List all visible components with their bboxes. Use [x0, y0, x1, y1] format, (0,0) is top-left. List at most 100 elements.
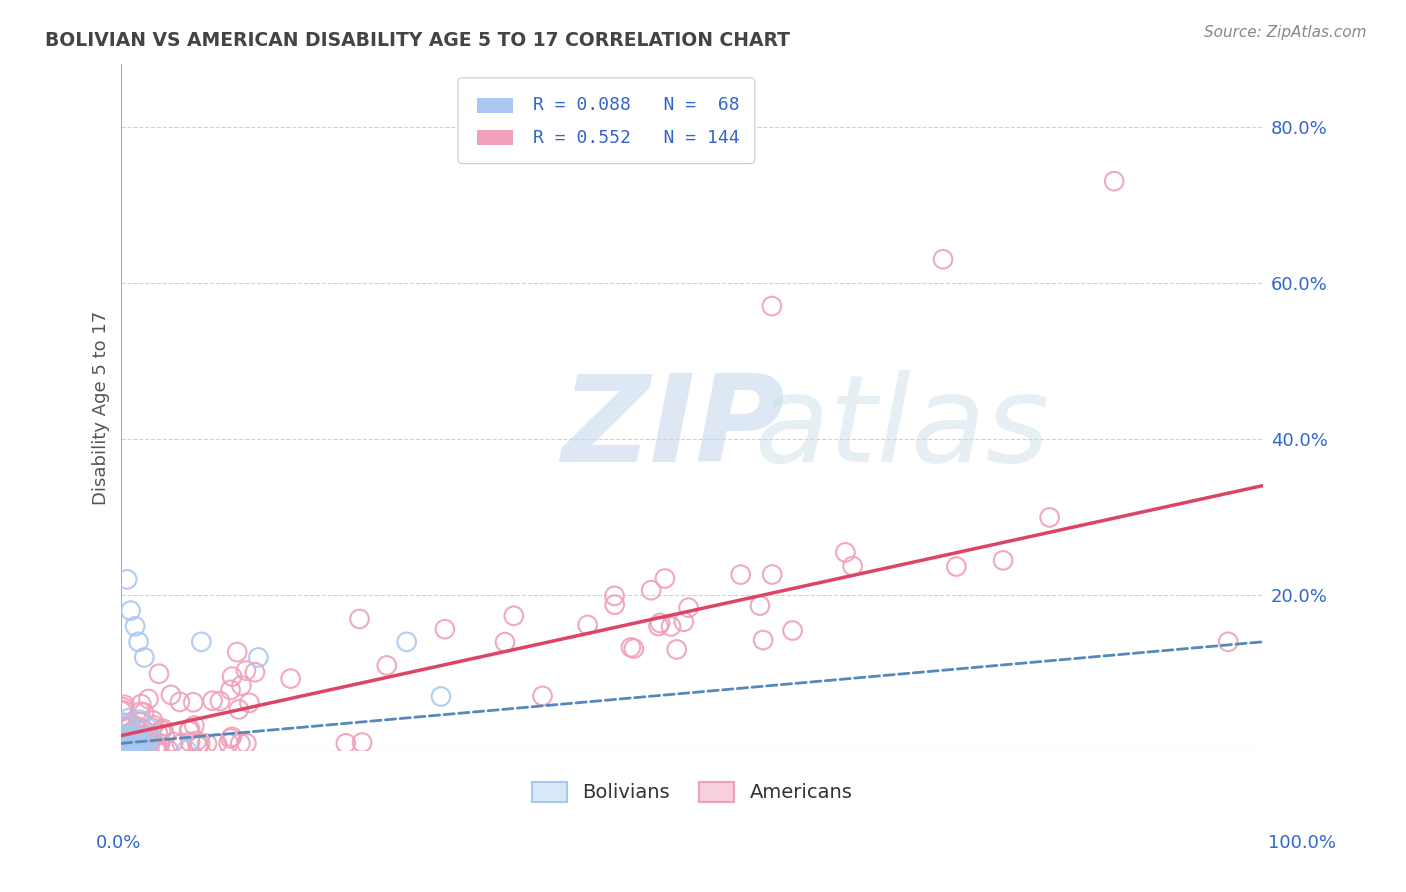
Point — [136, 741, 159, 756]
Point — [120, 729, 142, 743]
Point — [124, 619, 146, 633]
Point — [647, 619, 669, 633]
Point — [160, 688, 183, 702]
Point — [124, 744, 146, 758]
Point — [603, 589, 626, 603]
Point — [623, 641, 645, 656]
Point — [146, 739, 169, 753]
Point — [124, 739, 146, 754]
Point — [395, 635, 418, 649]
Point — [181, 695, 204, 709]
Point — [117, 739, 139, 754]
Point — [201, 694, 224, 708]
Point — [112, 735, 135, 749]
Point — [134, 732, 156, 747]
Point — [146, 726, 169, 740]
Point — [115, 729, 138, 743]
Point — [134, 736, 156, 750]
Point — [131, 738, 153, 752]
Point — [117, 711, 139, 725]
Point — [132, 740, 155, 755]
Point — [114, 741, 136, 756]
Point — [127, 743, 149, 757]
Point — [124, 739, 146, 753]
Point — [177, 724, 200, 739]
Point — [117, 742, 139, 756]
Point — [179, 722, 201, 736]
Point — [131, 735, 153, 749]
Point — [131, 729, 153, 743]
Point — [183, 718, 205, 732]
Point — [111, 728, 134, 742]
Point — [117, 719, 139, 733]
Point — [142, 714, 165, 728]
Point — [335, 736, 357, 750]
Point — [127, 742, 149, 756]
Point — [654, 571, 676, 585]
Point — [128, 635, 150, 649]
Point — [138, 692, 160, 706]
Point — [235, 664, 257, 678]
Point — [150, 723, 173, 737]
Point — [153, 728, 176, 742]
Point — [125, 719, 148, 733]
Point — [120, 744, 142, 758]
Point — [111, 742, 134, 756]
Point — [531, 689, 554, 703]
Point — [141, 730, 163, 744]
Point — [752, 633, 775, 648]
Point — [761, 299, 783, 313]
Point — [280, 672, 302, 686]
Point — [1102, 174, 1125, 188]
Point — [932, 252, 955, 267]
Point — [122, 738, 145, 752]
Point — [129, 714, 152, 729]
Point — [122, 741, 145, 756]
Point — [131, 731, 153, 745]
Point — [235, 736, 257, 750]
Point — [494, 635, 516, 649]
Point — [129, 741, 152, 756]
Point — [129, 705, 152, 719]
Point — [117, 722, 139, 736]
Point — [115, 736, 138, 750]
Point — [149, 736, 172, 750]
Point — [118, 731, 141, 746]
Point — [134, 650, 156, 665]
Point — [127, 732, 149, 747]
Point — [226, 645, 249, 659]
Point — [128, 736, 150, 750]
Point — [841, 559, 863, 574]
Point — [127, 743, 149, 757]
Point — [114, 698, 136, 712]
Point — [135, 734, 157, 748]
Point — [112, 734, 135, 748]
Point — [127, 735, 149, 749]
Point — [112, 731, 135, 746]
Point — [128, 728, 150, 742]
Point — [112, 741, 135, 756]
Point — [142, 718, 165, 732]
Point — [121, 726, 143, 740]
Point — [945, 559, 967, 574]
Point — [352, 735, 374, 749]
Point — [111, 715, 134, 730]
Point — [117, 740, 139, 755]
Point — [129, 735, 152, 749]
Point — [112, 703, 135, 717]
Text: R = 0.088   N =  68: R = 0.088 N = 68 — [533, 96, 740, 114]
Point — [195, 737, 218, 751]
Point — [219, 682, 242, 697]
Point — [665, 642, 688, 657]
Point — [117, 744, 139, 758]
Point — [228, 702, 250, 716]
Point — [229, 736, 252, 750]
Point — [208, 694, 231, 708]
Point — [672, 615, 695, 629]
Point — [125, 720, 148, 734]
Point — [187, 739, 209, 753]
Point — [430, 690, 453, 704]
Point — [122, 742, 145, 756]
Point — [111, 738, 134, 752]
Point — [114, 737, 136, 751]
